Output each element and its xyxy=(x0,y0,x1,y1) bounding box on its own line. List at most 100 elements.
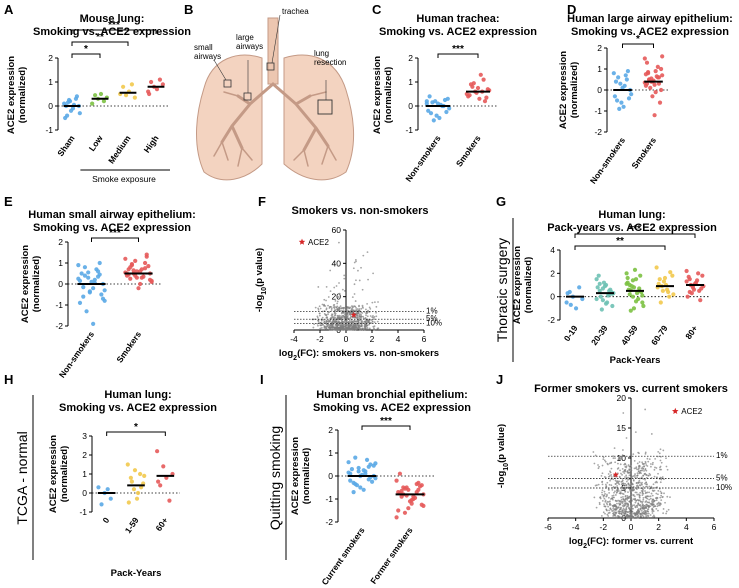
data-point xyxy=(86,275,91,280)
y-tick-label: -1 xyxy=(55,300,63,310)
data-point xyxy=(653,90,658,95)
data-point xyxy=(653,69,658,74)
data-point xyxy=(658,452,661,455)
data-point xyxy=(346,314,349,317)
data-point xyxy=(624,476,626,478)
data-point xyxy=(344,323,347,326)
data-point xyxy=(618,490,620,492)
data-point xyxy=(655,492,658,495)
data-point xyxy=(367,319,370,322)
x-tick-label: Smokers xyxy=(629,135,658,170)
data-point xyxy=(615,512,617,515)
data-point xyxy=(644,478,646,481)
data-point xyxy=(641,492,644,495)
data-point xyxy=(604,460,607,463)
data-point xyxy=(641,461,644,464)
data-point xyxy=(630,466,633,469)
data-point xyxy=(329,290,332,293)
data-point xyxy=(613,491,615,494)
x-tick-label: 0 xyxy=(100,515,111,525)
data-point xyxy=(611,488,614,491)
data-point xyxy=(317,324,319,327)
data-point xyxy=(614,457,616,460)
data-point xyxy=(77,300,83,305)
y-tick-label: -1 xyxy=(325,494,333,504)
data-point xyxy=(102,298,107,303)
y-tick-label: -1 xyxy=(79,507,87,517)
data-point xyxy=(360,315,363,318)
data-point xyxy=(638,467,640,470)
data-point xyxy=(123,256,128,261)
data-point xyxy=(76,263,81,268)
data-point xyxy=(657,100,663,105)
data-point xyxy=(346,305,349,308)
data-point xyxy=(331,323,334,326)
data-point xyxy=(655,64,660,69)
data-point xyxy=(351,296,354,299)
data-point xyxy=(97,260,102,266)
y-tick-label: 1 xyxy=(328,448,333,458)
data-point xyxy=(647,474,649,477)
data-point xyxy=(639,481,641,484)
data-point xyxy=(616,480,619,482)
data-point xyxy=(613,447,616,450)
data-point xyxy=(624,490,627,493)
data-point xyxy=(354,300,357,302)
data-point xyxy=(603,475,606,478)
data-point xyxy=(138,471,143,477)
data-point xyxy=(155,449,160,454)
data-point xyxy=(317,307,320,310)
data-point xyxy=(642,498,645,501)
data-point xyxy=(81,294,86,299)
data-point xyxy=(319,307,322,310)
data-point xyxy=(627,478,629,481)
label-large-airways-1: large airways xyxy=(236,33,263,51)
data-point xyxy=(340,307,343,309)
right-lung xyxy=(283,54,354,181)
data-point xyxy=(636,511,639,513)
data-point xyxy=(128,276,133,281)
data-point xyxy=(161,464,166,469)
data-point xyxy=(355,312,358,315)
data-point xyxy=(619,463,622,466)
data-point xyxy=(396,508,401,513)
data-point xyxy=(621,511,624,514)
data-point xyxy=(643,509,646,512)
data-point xyxy=(660,73,665,78)
data-point xyxy=(321,316,324,319)
data-point xyxy=(657,509,659,512)
data-point xyxy=(631,507,634,510)
data-point xyxy=(131,487,137,492)
data-point xyxy=(352,320,355,323)
y-axis-label: ACE2 expression(normalized) xyxy=(290,437,312,515)
data-point xyxy=(475,85,481,91)
y-axis-label: ACE2 expression(normalized) xyxy=(20,245,42,323)
data-point xyxy=(620,472,622,475)
data-point xyxy=(437,115,442,121)
data-point xyxy=(604,512,606,515)
data-point xyxy=(640,515,642,518)
data-point xyxy=(637,515,639,518)
x-tick-label: Current smokers xyxy=(319,525,366,587)
data-point xyxy=(637,286,642,291)
data-point xyxy=(657,450,660,453)
data-point xyxy=(657,504,660,507)
data-point xyxy=(360,307,363,310)
data-point xyxy=(641,511,644,514)
chart-title: Smoking vs. ACE2 expression xyxy=(571,26,729,38)
data-point xyxy=(356,314,359,317)
data-point xyxy=(598,294,603,299)
data-point xyxy=(414,481,419,487)
data-point xyxy=(350,305,353,308)
data-point xyxy=(325,285,328,288)
data-point xyxy=(641,469,644,472)
data-point xyxy=(158,483,163,488)
data-point xyxy=(665,457,667,460)
data-point xyxy=(614,461,617,464)
data-point xyxy=(96,485,101,490)
data-point xyxy=(352,267,355,270)
data-point xyxy=(606,503,609,506)
data-point xyxy=(471,81,476,86)
data-point xyxy=(338,306,341,309)
data-point xyxy=(314,306,317,309)
